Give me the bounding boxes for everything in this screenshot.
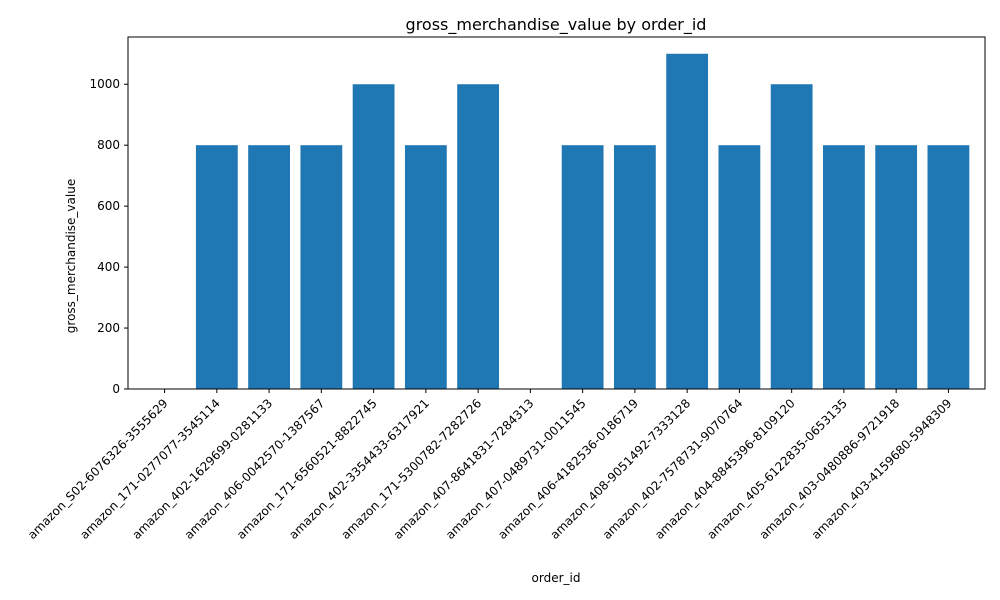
bar [613, 145, 656, 389]
y-tick-label: 200 [97, 321, 120, 335]
x-axis-label: order_id [532, 571, 581, 585]
y-tick-label: 800 [97, 138, 120, 152]
bar [927, 145, 970, 389]
y-axis-label: gross_merchandise_value [64, 179, 78, 333]
y-tick-label: 600 [97, 199, 120, 213]
bar [248, 145, 290, 389]
bar [770, 84, 813, 389]
y-tick-label: 400 [97, 260, 120, 274]
bar [875, 145, 918, 389]
bar [823, 145, 865, 389]
bar [561, 145, 604, 389]
bar [718, 145, 761, 389]
y-tick-label: 0 [112, 382, 120, 396]
bar [352, 84, 395, 389]
bar [666, 53, 709, 390]
bar [300, 145, 343, 389]
chart-title: gross_merchandise_value by order_id [406, 15, 707, 35]
plot-frame [127, 36, 986, 390]
bar [404, 145, 447, 389]
bars-layer [195, 53, 970, 390]
x-axis: amazon_S02-6076326-3555629amazon_171-027… [25, 389, 955, 542]
y-tick-label: 1000 [89, 77, 120, 91]
bar [457, 84, 500, 389]
bar [195, 145, 238, 389]
y-axis: 0 200 400 600 800 1000 [89, 77, 128, 396]
